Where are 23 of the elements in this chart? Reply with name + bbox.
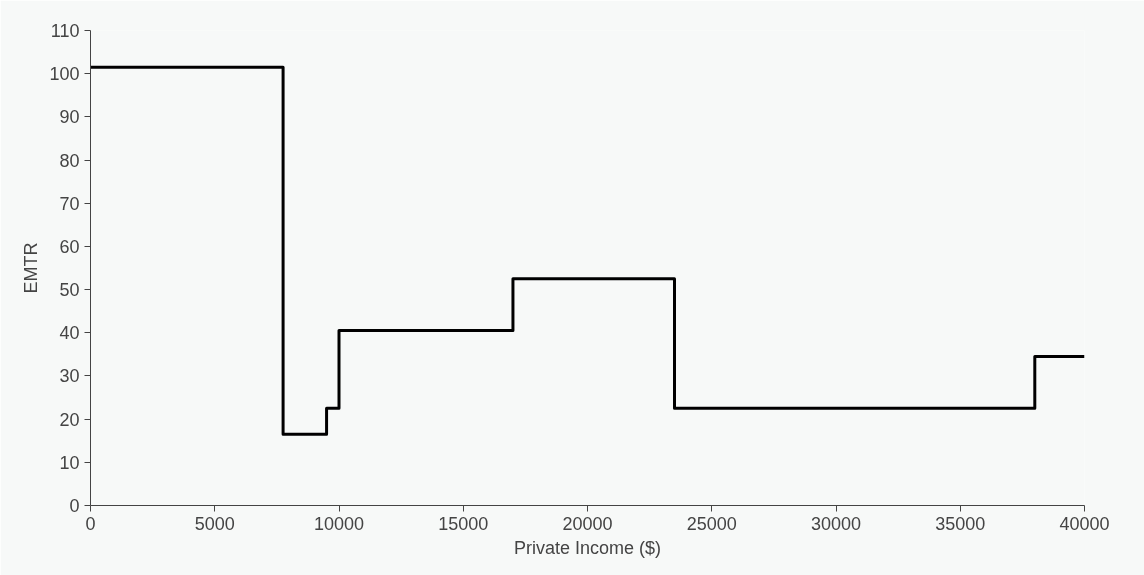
x-tick-label: 30000 (810, 513, 862, 534)
x-tick-label: 15000 (438, 513, 489, 534)
x-tick-label: 0 (85, 513, 96, 534)
x-axis-title: Private Income ($) (513, 537, 662, 558)
y-tick-label: 100 (49, 64, 80, 85)
x-tick-label: 20000 (562, 513, 613, 534)
y-tick-label: 110 (50, 21, 80, 41)
y-tick-label: 30 (59, 366, 80, 387)
x-tick-label: 40000 (1059, 513, 1110, 534)
y-tick-label: 50 (59, 280, 80, 301)
x-tick-label: 25000 (686, 513, 737, 534)
y-axis-title: EMTR (21, 242, 42, 294)
y-tick-label: 20 (59, 409, 80, 430)
x-tick-label: 35000 (935, 513, 986, 534)
y-tick-label: 0 (69, 496, 80, 516)
y-tick-label: 90 (59, 107, 80, 128)
y-tick-label: 70 (59, 193, 80, 214)
y-tick-label: 10 (59, 452, 80, 473)
y-tick-label: 60 (59, 236, 80, 257)
x-tick-label: 10000 (313, 513, 365, 534)
y-tick-label: 80 (59, 150, 80, 171)
x-tick-label: 5000 (194, 513, 235, 534)
y-tick-label: 40 (59, 323, 80, 344)
